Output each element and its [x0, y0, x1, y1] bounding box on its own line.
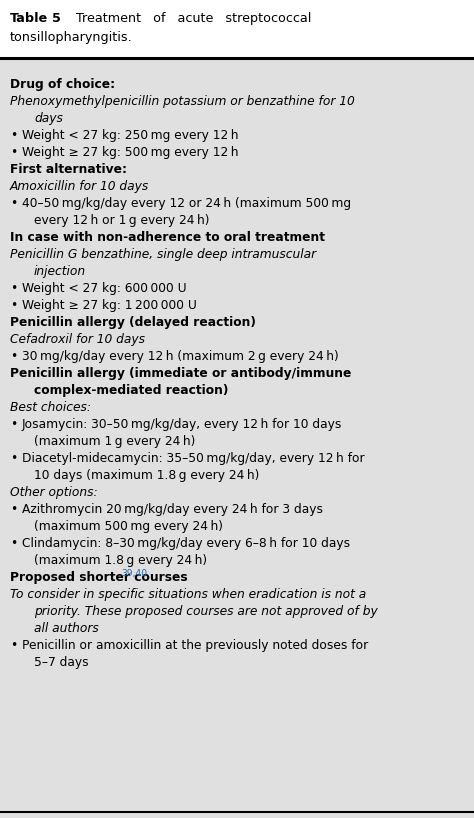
Text: •: • — [10, 537, 17, 550]
Text: Best choices:: Best choices: — [10, 401, 91, 414]
Text: Drug of choice:: Drug of choice: — [10, 78, 115, 91]
Text: •: • — [10, 129, 17, 142]
Text: 40–50 mg/kg/day every 12 or 24 h (maximum 500 mg: 40–50 mg/kg/day every 12 or 24 h (maximu… — [22, 197, 351, 210]
Text: 30 mg/kg/day every 12 h (maximum 2 g every 24 h): 30 mg/kg/day every 12 h (maximum 2 g eve… — [22, 350, 339, 363]
Text: •: • — [10, 146, 17, 159]
Text: Weight < 27 kg: 600 000 U: Weight < 27 kg: 600 000 U — [22, 282, 187, 295]
Text: •: • — [10, 418, 17, 431]
Text: First alternative:: First alternative: — [10, 163, 127, 176]
Text: 39,40: 39,40 — [122, 569, 148, 578]
Text: Josamycin: 30–50 mg/kg/day, every 12 h for 10 days: Josamycin: 30–50 mg/kg/day, every 12 h f… — [22, 418, 342, 431]
Text: 5: 5 — [52, 12, 61, 25]
Text: (maximum 1.8 g every 24 h): (maximum 1.8 g every 24 h) — [34, 554, 207, 567]
Text: •: • — [10, 639, 17, 652]
Text: Weight ≥ 27 kg: 500 mg every 12 h: Weight ≥ 27 kg: 500 mg every 12 h — [22, 146, 238, 159]
Text: Other options:: Other options: — [10, 486, 98, 499]
Text: Table: Table — [10, 12, 48, 25]
Text: •: • — [10, 452, 17, 465]
Text: •: • — [10, 282, 17, 295]
Text: all authors: all authors — [34, 622, 99, 635]
Text: Cefadroxil for 10 days: Cefadroxil for 10 days — [10, 333, 145, 346]
Text: •: • — [10, 350, 17, 363]
Text: Weight ≥ 27 kg: 1 200 000 U: Weight ≥ 27 kg: 1 200 000 U — [22, 299, 197, 312]
Text: Azithromycin 20 mg/kg/day every 24 h for 3 days: Azithromycin 20 mg/kg/day every 24 h for… — [22, 503, 323, 516]
Text: every 12 h or 1 g every 24 h): every 12 h or 1 g every 24 h) — [34, 214, 210, 227]
Text: Clindamycin: 8–30 mg/kg/day every 6–8 h for 10 days: Clindamycin: 8–30 mg/kg/day every 6–8 h … — [22, 537, 350, 550]
Text: 5–7 days: 5–7 days — [34, 656, 89, 669]
Text: Diacetyl-midecamycin: 35–50 mg/kg/day, every 12 h for: Diacetyl-midecamycin: 35–50 mg/kg/day, e… — [22, 452, 365, 465]
Text: Proposed shorter courses: Proposed shorter courses — [10, 571, 188, 584]
Text: •: • — [10, 197, 17, 210]
Text: (maximum 1 g every 24 h): (maximum 1 g every 24 h) — [34, 435, 195, 448]
Text: injection: injection — [34, 265, 86, 278]
Text: Penicillin or amoxicillin at the previously noted doses for: Penicillin or amoxicillin at the previou… — [22, 639, 368, 652]
Text: priority. These proposed courses are not approved of by: priority. These proposed courses are not… — [34, 605, 378, 618]
Text: days: days — [34, 112, 63, 125]
Text: Amoxicillin for 10 days: Amoxicillin for 10 days — [10, 180, 149, 193]
Text: Treatment   of   acute   streptococcal: Treatment of acute streptococcal — [76, 12, 311, 25]
Bar — [0, 0, 474, 58]
Text: (maximum 500 mg every 24 h): (maximum 500 mg every 24 h) — [34, 520, 223, 533]
Text: 10 days (maximum 1.8 g every 24 h): 10 days (maximum 1.8 g every 24 h) — [34, 469, 259, 482]
Text: In case with non-adherence to oral treatment: In case with non-adherence to oral treat… — [10, 231, 325, 244]
Text: Phenoxymethylpenicillin potassium or benzathine for 10: Phenoxymethylpenicillin potassium or ben… — [10, 95, 355, 108]
Text: Penicillin G benzathine, single deep intramuscular: Penicillin G benzathine, single deep int… — [10, 248, 316, 261]
Text: •: • — [10, 299, 17, 312]
Text: Penicillin allergy (immediate or antibody/immune: Penicillin allergy (immediate or antibod… — [10, 367, 351, 380]
Text: Weight < 27 kg: 250 mg every 12 h: Weight < 27 kg: 250 mg every 12 h — [22, 129, 238, 142]
Text: Penicillin allergy (delayed reaction): Penicillin allergy (delayed reaction) — [10, 316, 256, 329]
Text: To consider in specific situations when eradication is not a: To consider in specific situations when … — [10, 588, 366, 601]
Text: complex-mediated reaction): complex-mediated reaction) — [34, 384, 228, 397]
Text: •: • — [10, 503, 17, 516]
Text: tonsillopharyngitis.: tonsillopharyngitis. — [10, 31, 133, 44]
